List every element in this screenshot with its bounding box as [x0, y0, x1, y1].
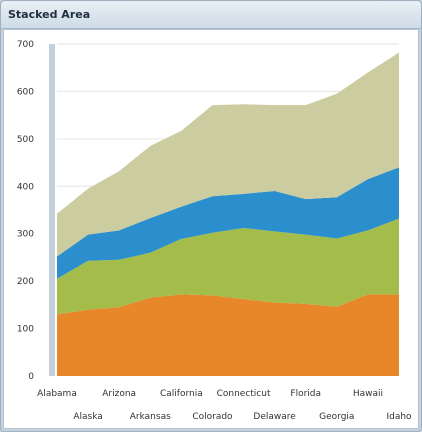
- area-series-3: [57, 167, 399, 279]
- y-tick-label: 100: [17, 325, 34, 335]
- y-tick-label: 200: [17, 277, 34, 287]
- area-series-4: [57, 52, 399, 257]
- chart-area: 0 100 200 300 400 500 600 700 Alabama Alaska Ariz…: [3, 29, 419, 429]
- x-tick-label: Georgia: [319, 412, 354, 422]
- x-tick-label: Delaware: [253, 412, 296, 422]
- area-layer: [57, 52, 399, 376]
- y-tick-label: 500: [17, 135, 34, 145]
- y-tick-label: 300: [17, 230, 34, 240]
- x-tick-label: Arizona: [102, 389, 136, 399]
- x-tick-label: Alabama: [37, 389, 77, 399]
- y-tick-label: 600: [17, 87, 34, 97]
- y-tick-label: 700: [17, 40, 34, 50]
- x-tick-labels: Alabama Alaska Arizona Arkansas California Co…: [37, 389, 412, 422]
- chart-title: Stacked Area: [8, 8, 91, 21]
- y-tick-labels: 0 100 200 300 400 500 600 700: [17, 40, 34, 382]
- x-tick-label: Arkansas: [130, 412, 171, 422]
- stacked-area-chart: 0 100 200 300 400 500 600 700 Alabama Alaska Ariz…: [17, 40, 412, 422]
- x-tick-label: Florida: [290, 389, 321, 399]
- x-tick-label: Colorado: [192, 412, 233, 422]
- x-tick-label: Alaska: [73, 412, 102, 422]
- area-series-1: [57, 294, 399, 376]
- area-series-2: [57, 218, 399, 315]
- x-tick-label: Hawaii: [353, 389, 383, 399]
- y-tick-label: 400: [17, 182, 34, 192]
- panel-header: Stacked Area: [1, 1, 421, 29]
- y-axis-bar: [49, 44, 55, 376]
- x-tick-label: Connecticut: [217, 389, 271, 399]
- y-tick-label: 0: [28, 372, 34, 382]
- x-tick-label: California: [160, 389, 203, 399]
- x-tick-label: Idaho: [386, 412, 412, 422]
